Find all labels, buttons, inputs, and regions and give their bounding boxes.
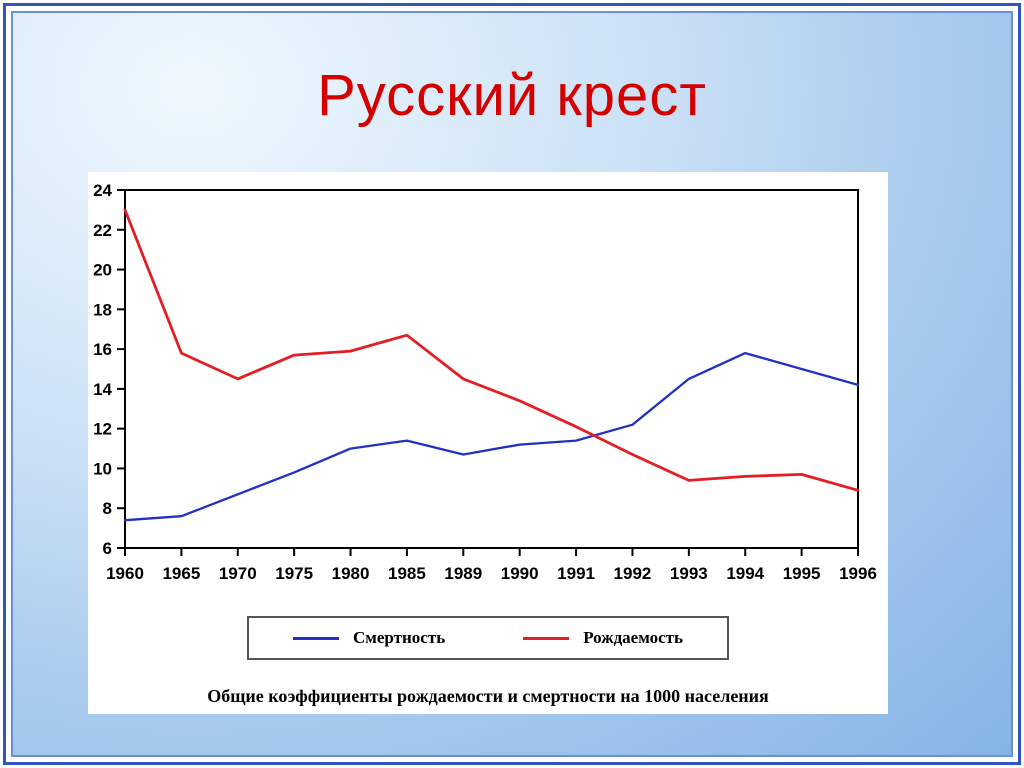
x-tick-label: 1975 xyxy=(275,564,313,583)
x-tick-label: 1965 xyxy=(162,564,200,583)
y-tick-label: 22 xyxy=(93,221,112,240)
legend-label-mortality: Смертность xyxy=(353,628,446,647)
y-tick-label: 10 xyxy=(93,459,112,478)
x-tick-label: 1991 xyxy=(557,564,595,583)
x-tick-label: 1980 xyxy=(332,564,370,583)
x-tick-label: 1985 xyxy=(388,564,426,583)
series-line-0 xyxy=(123,351,860,522)
chart-caption: Общие коэффициенты рождаемости и смертно… xyxy=(207,686,769,706)
y-tick-label: 16 xyxy=(93,340,112,359)
y-tick-label: 18 xyxy=(93,300,112,319)
x-tick-label: 1994 xyxy=(726,564,764,583)
legend-item-mortality: Смертность xyxy=(293,628,445,648)
x-tick-label: 1989 xyxy=(444,564,482,583)
plot-border xyxy=(124,189,859,549)
birthrate-line-swatch xyxy=(523,636,570,640)
legend-label-birthrate: Рождаемость xyxy=(583,628,683,647)
x-tick-label: 1970 xyxy=(219,564,257,583)
x-tick-label: 1996 xyxy=(839,564,877,583)
x-tick-label: 1993 xyxy=(670,564,708,583)
y-tick-label: 8 xyxy=(103,499,112,518)
y-tick-label: 6 xyxy=(103,539,112,558)
line-chart: 6 8 10 12 14 16 18 20 22 24 1960 1965 1970 1975 1980 19… xyxy=(93,181,877,583)
legend-item-birthrate: Рождаемость xyxy=(523,628,683,648)
series-line-1 xyxy=(123,208,860,492)
y-tick-label: 24 xyxy=(93,181,112,200)
x-tick-label: 1992 xyxy=(614,564,652,583)
mortality-line-swatch xyxy=(293,636,340,640)
y-tick-label: 20 xyxy=(93,261,112,280)
chart-panel: 6 8 10 12 14 16 18 20 22 24 1960 1965 1970 1975 1980 19… xyxy=(88,172,888,714)
y-tick-label: 14 xyxy=(93,380,112,399)
x-tick-label: 1990 xyxy=(501,564,539,583)
slide-title: Русский крест xyxy=(317,63,707,128)
chart-legend: Смертность Рождаемость xyxy=(247,616,729,660)
x-tick-label: 1960 xyxy=(106,564,144,583)
y-tick-label: 12 xyxy=(93,420,112,439)
x-tick-label: 1995 xyxy=(783,564,821,583)
